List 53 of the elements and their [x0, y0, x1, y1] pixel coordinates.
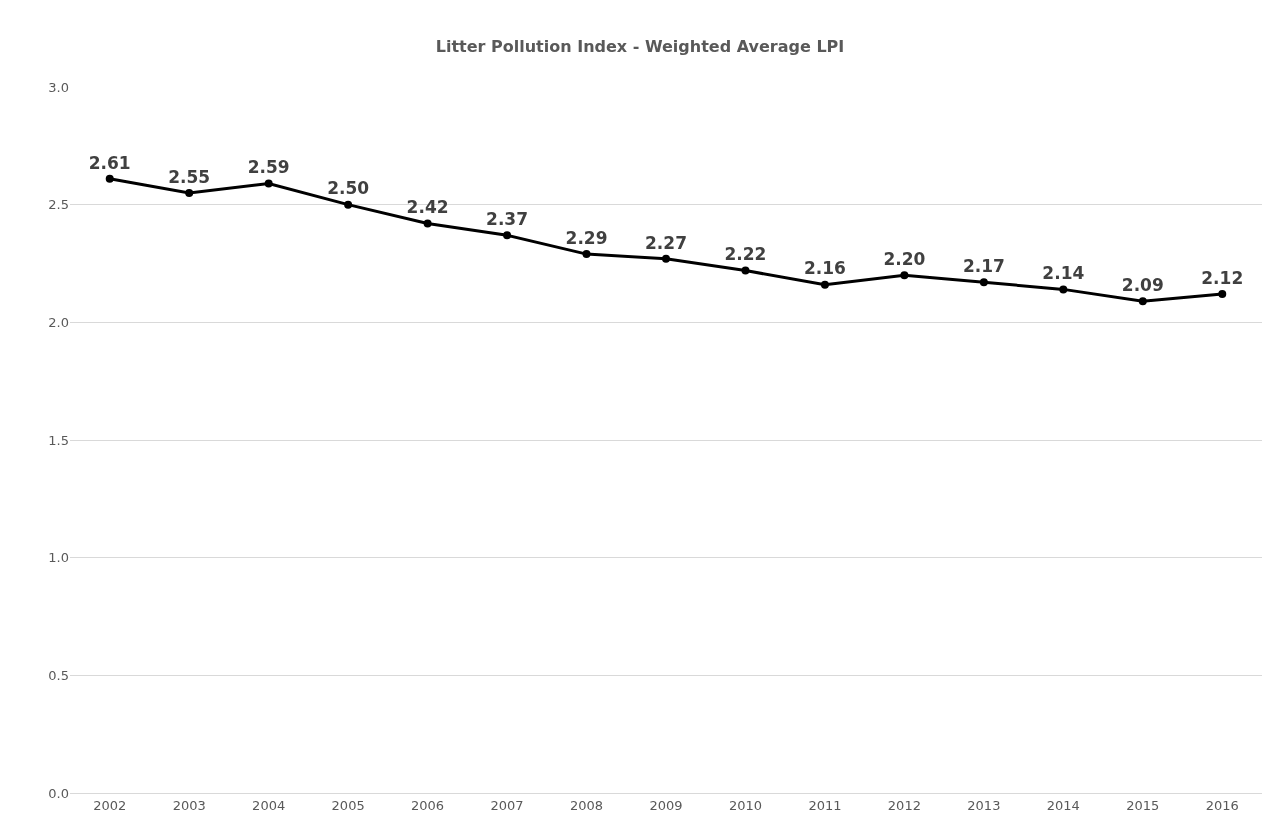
point	[1218, 290, 1227, 299]
data-label: 2.16	[803, 258, 846, 279]
point	[741, 266, 750, 275]
x-tick-label: 2015	[1126, 797, 1160, 813]
point	[820, 280, 829, 289]
chart-title: Litter Pollution Index - Weighted Average LPI	[435, 36, 845, 56]
x-tick-label: 2006	[411, 797, 445, 813]
point	[662, 254, 670, 263]
data-label: 2.61	[88, 152, 131, 173]
point	[344, 200, 353, 209]
x-tick-label: 2008	[569, 797, 604, 813]
data-label: 2.12	[1201, 267, 1244, 288]
x-tick-label: 2002	[93, 797, 127, 813]
x-tick-label: 2004	[252, 797, 286, 813]
x-tick-label: 2005	[331, 797, 365, 813]
y-tick-label: 0.5	[48, 667, 69, 683]
point	[900, 271, 909, 280]
x-tick-label: 2016	[1205, 797, 1239, 813]
x-tick-label: 2011	[808, 797, 842, 813]
y-tick-label: 1.0	[48, 550, 69, 566]
point	[979, 278, 988, 287]
y-tick-label: 1.5	[48, 432, 69, 448]
y-tick-label: 2.0	[48, 314, 69, 330]
data-label: 2.29	[565, 227, 608, 248]
x-tick-label: 2010	[728, 797, 763, 813]
x-tick-label: 2007	[490, 797, 524, 813]
point	[582, 250, 591, 259]
point	[503, 231, 512, 240]
point	[105, 174, 114, 183]
data-label: 2.14	[1042, 263, 1085, 284]
y-tick-label: 0.0	[48, 785, 69, 801]
y-tick-label: 2.5	[48, 197, 69, 213]
data-label: 2.17	[962, 256, 1005, 277]
data-label: 2.50	[327, 178, 370, 199]
point	[185, 188, 194, 197]
data-label: 2.59	[247, 157, 290, 178]
data-label: 2.27	[645, 232, 687, 253]
x-tick-label: 2013	[967, 797, 1001, 813]
data-label: 2.37	[486, 209, 529, 230]
x-tick-label: 2012	[887, 797, 921, 813]
x-tick-label: 2014	[1046, 797, 1080, 813]
point	[1138, 297, 1147, 306]
data-label: 2.20	[883, 249, 926, 270]
point	[264, 179, 273, 188]
data-label: 2.22	[724, 244, 767, 265]
data-label: 2.09	[1121, 274, 1164, 295]
data-label: 2.42	[406, 197, 449, 218]
x-tick-label: 2009	[649, 797, 683, 813]
y-tick-label: 3.0	[48, 79, 69, 95]
data-label: 2.55	[168, 166, 211, 187]
point	[423, 219, 432, 228]
x-tick-label: 2003	[172, 797, 206, 813]
point	[1059, 285, 1068, 294]
